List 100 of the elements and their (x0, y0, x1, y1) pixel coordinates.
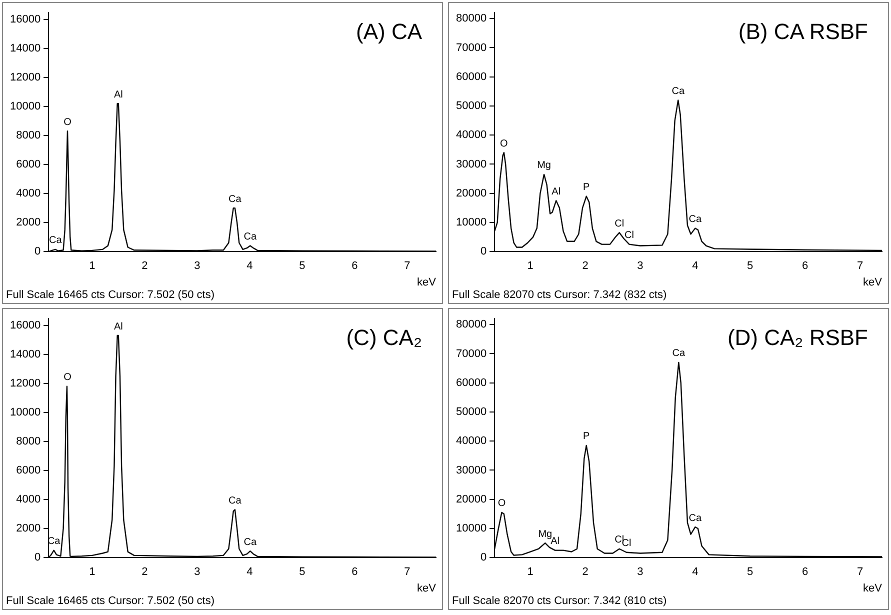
text: Full Scale 82070 cts Cursor: 7.342 (832 cts) (452, 289, 667, 301)
chart-title: (B) CA RSBF (738, 19, 868, 45)
x-axis-title: keV (417, 582, 437, 594)
y-tick-label: 0 (480, 552, 487, 564)
annotation: O (64, 116, 72, 128)
y-tick-label: 80000 (456, 12, 487, 25)
x-tick-label: 7 (404, 260, 410, 272)
x-tick-label: 4 (692, 260, 698, 272)
y-tick-label: 6000 (16, 464, 41, 477)
annotation: Ca (244, 536, 257, 548)
x-tick-label: 4 (246, 566, 253, 578)
chart-title: (A) CA (356, 19, 422, 45)
y-tick-label: 80000 (456, 318, 487, 331)
annotation: Cl (614, 218, 624, 230)
annotation: Ca (49, 235, 62, 246)
x-tick-label: 2 (582, 566, 588, 578)
y-tick-label: 2000 (16, 216, 41, 229)
y-tick-label: 2000 (16, 522, 41, 535)
annotation: P (583, 431, 590, 442)
y-tick-label: 10000 (10, 100, 41, 112)
y-tick-label: 30000 (456, 158, 487, 170)
annotation: Ca (228, 194, 242, 205)
y-tick-label: 60000 (456, 70, 487, 83)
x-tick-label: 1 (89, 566, 96, 578)
y-tick-label: 4000 (16, 188, 41, 200)
annotation: Ca (228, 495, 242, 506)
text: Full Scale 16465 cts Cursor: 7.502 (50 cts) (6, 289, 214, 301)
x-tick-label: 6 (802, 566, 808, 578)
annotation: Cl (624, 230, 634, 242)
y-tick-label: 60000 (456, 376, 487, 389)
annotation: P (583, 182, 590, 194)
x-tick-label: 6 (352, 566, 358, 578)
x-tick-label: 3 (194, 260, 200, 272)
y-tick-label: 14000 (10, 348, 41, 360)
y-tick-label: 50000 (456, 100, 487, 112)
y-tick-label: 4000 (16, 494, 41, 506)
y-tick-label: 0 (34, 246, 41, 258)
y-tick-label: 12000 (10, 71, 41, 84)
annotation: Ca (688, 214, 702, 226)
x-tick-label: 1 (89, 260, 96, 272)
annotation: Mg (538, 528, 552, 540)
annotation: Ca (688, 512, 702, 524)
x-tick-label: 5 (747, 260, 754, 272)
y-tick-label: 50000 (456, 406, 487, 418)
annotation: Mg (537, 160, 551, 172)
y-tick-label: 14000 (10, 42, 41, 54)
chart-title: (D) CA₂ RSBF (727, 325, 868, 351)
x-tick-label: 6 (352, 260, 358, 272)
x-tick-label: 4 (246, 260, 253, 272)
y-tick-label: 40000 (456, 435, 487, 448)
annotation: Ca (244, 232, 257, 243)
y-tick-label: 70000 (456, 348, 487, 360)
x-axis-title: keV (863, 582, 883, 594)
x-tick-label: 5 (299, 260, 306, 272)
annotation: Ca (672, 348, 686, 360)
x-tick-label: 5 (747, 566, 754, 578)
annotation: O (64, 372, 72, 384)
annotation: Cl (622, 538, 632, 550)
x-tick-label: 2 (142, 260, 148, 272)
annotation: Al (552, 186, 561, 198)
y-tick-label: 0 (34, 552, 41, 564)
x-tick-label: 3 (194, 566, 200, 578)
annotation: Ca (672, 86, 685, 97)
text: Full Scale 82070 cts Cursor: 7.342 (810 cts) (452, 595, 667, 607)
y-tick-label: 16000 (10, 319, 41, 332)
annotation: Al (114, 321, 123, 332)
y-tick-label: 10000 (456, 216, 487, 229)
x-tick-label: 1 (527, 260, 534, 272)
x-tick-label: 7 (856, 260, 864, 272)
x-tick-label: 7 (856, 566, 864, 578)
x-tick-label: 5 (299, 566, 306, 578)
y-tick-label: 20000 (456, 493, 487, 506)
y-tick-label: 8000 (16, 436, 41, 448)
x-tick-label: 1 (527, 566, 534, 578)
annotation: Al (550, 536, 560, 548)
text: Full Scale 16465 cts Cursor: 7.502 (50 cts) (6, 595, 214, 607)
y-tick-label: 10000 (10, 406, 41, 418)
y-tick-label: 30000 (456, 464, 487, 476)
annotation: O (498, 498, 506, 510)
x-tick-label: 6 (802, 260, 808, 272)
x-tick-label: 2 (582, 260, 588, 272)
x-tick-label: 7 (404, 566, 410, 578)
x-axis-title: keV (863, 276, 883, 288)
y-tick-label: 0 (480, 246, 487, 258)
y-tick-label: 70000 (456, 42, 487, 54)
y-tick-label: 6000 (16, 158, 41, 171)
x-axis-title: keV (417, 276, 437, 288)
x-tick-label: 3 (637, 566, 644, 578)
y-tick-label: 12000 (10, 377, 41, 390)
y-tick-label: 20000 (456, 187, 487, 200)
x-tick-label: 3 (637, 260, 644, 272)
annotation: O (500, 138, 508, 150)
x-tick-label: 4 (692, 566, 698, 578)
y-tick-label: 16000 (10, 13, 41, 26)
y-tick-label: 8000 (16, 130, 41, 142)
chart-title: (C) CA₂ (346, 325, 422, 351)
x-tick-label: 2 (142, 566, 148, 578)
annotation: Al (114, 89, 123, 100)
y-tick-label: 40000 (456, 129, 487, 142)
y-tick-label: 10000 (456, 522, 487, 535)
